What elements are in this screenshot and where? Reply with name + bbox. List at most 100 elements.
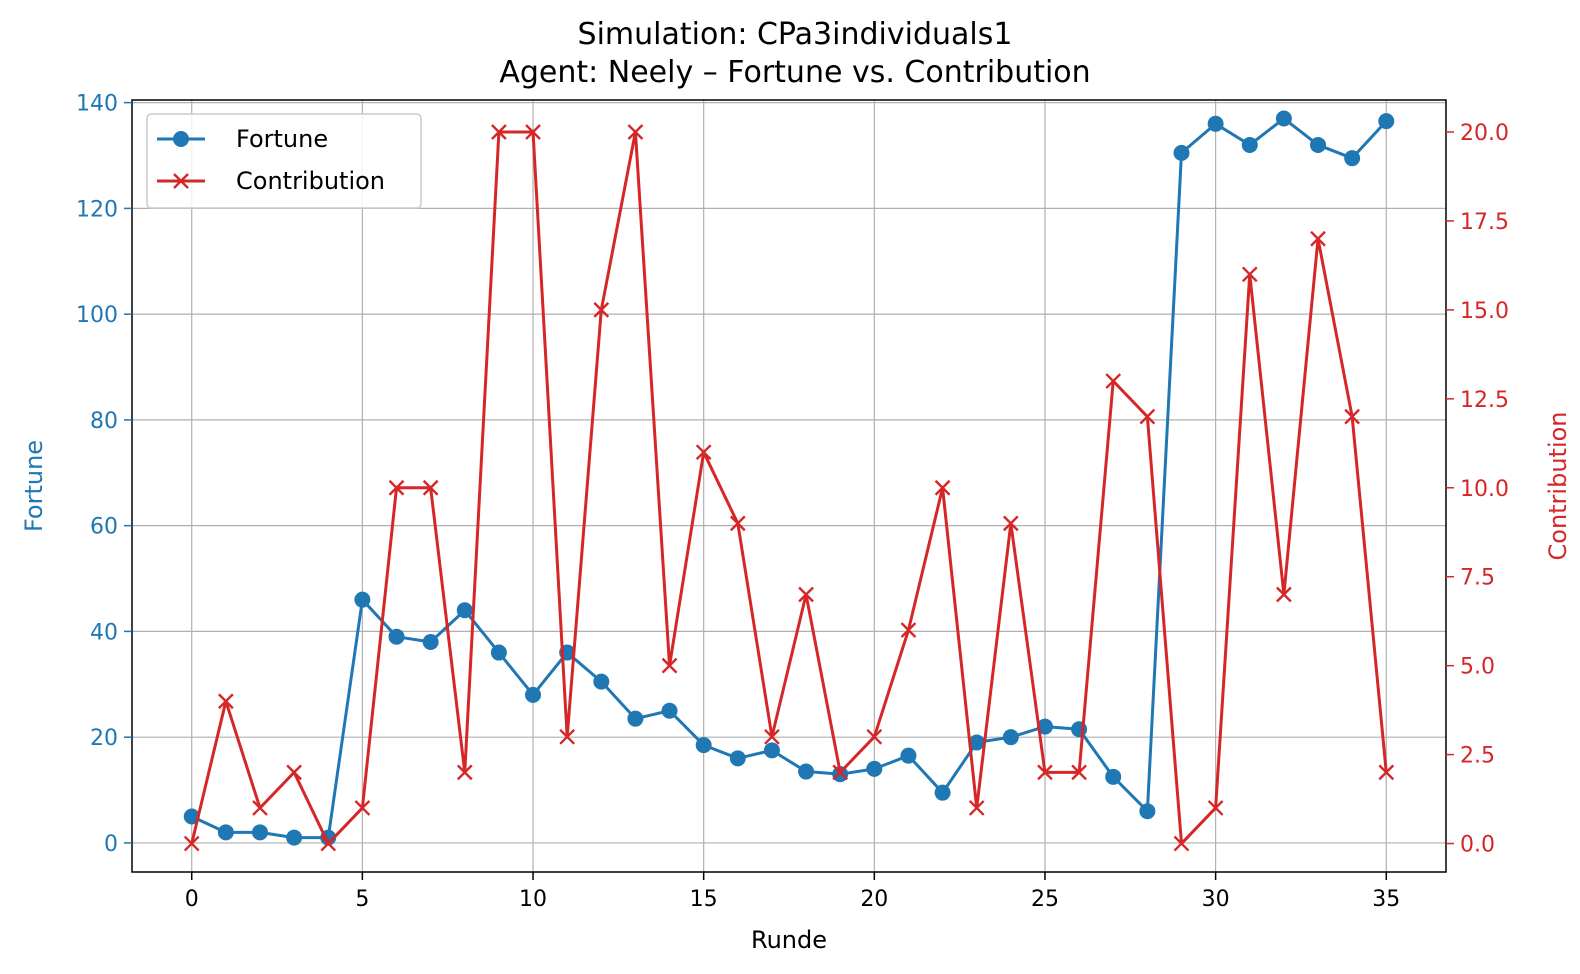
contribution-point bbox=[559, 728, 576, 745]
contribution-point bbox=[729, 515, 746, 532]
fortune-point bbox=[798, 763, 815, 780]
ticks: 0 5 10 15 20 25 30 35 0 20 40 60 80 100 120 140 0.0 2.5 5.… bbox=[76, 92, 1509, 912]
contribution-point bbox=[1139, 408, 1156, 425]
x-tick-label: 20 bbox=[860, 887, 888, 912]
contribution-point bbox=[1241, 266, 1258, 283]
fortune-point bbox=[695, 737, 712, 754]
contribution-point bbox=[1071, 764, 1087, 781]
series-contribution bbox=[183, 124, 1395, 852]
fortune-point bbox=[934, 784, 951, 801]
fortune-point bbox=[1344, 150, 1361, 167]
y-tick-label-right: 5.0 bbox=[1460, 655, 1495, 680]
contribution-point bbox=[320, 835, 337, 852]
contribution-point bbox=[1310, 230, 1326, 247]
y-axis-label-right: Contribution bbox=[1544, 411, 1572, 560]
contribution-point bbox=[968, 800, 985, 816]
contribution-point bbox=[422, 479, 439, 496]
fortune-point bbox=[456, 602, 473, 619]
contribution-point bbox=[491, 124, 507, 140]
fortune-point bbox=[1002, 729, 1019, 746]
contribution-point bbox=[798, 586, 814, 603]
contribution-point bbox=[1378, 764, 1395, 781]
y-tick-label-left: 100 bbox=[76, 303, 118, 328]
chart-title: Simulation: CPa3individuals1 bbox=[578, 17, 1013, 52]
y-tick-label-right: 7.5 bbox=[1460, 566, 1495, 591]
contribution-point bbox=[934, 479, 951, 496]
legend: Fortune Contribution bbox=[146, 113, 422, 209]
contribution-point bbox=[183, 835, 200, 852]
contribution-point bbox=[1173, 835, 1190, 852]
legend-marker-fortune bbox=[173, 131, 189, 147]
fortune-point bbox=[661, 702, 678, 719]
contribution-point bbox=[866, 728, 883, 745]
chart-subtitle: Agent: Neely – Fortune vs. Contribution bbox=[499, 55, 1090, 90]
y-tick-label-left: 80 bbox=[90, 409, 118, 434]
fortune-point bbox=[866, 760, 883, 777]
contribution-point bbox=[218, 693, 234, 710]
y-axis-label-left: Fortune bbox=[20, 440, 48, 532]
contribution-point bbox=[1344, 408, 1360, 425]
y-tick-label-left: 0 bbox=[104, 832, 118, 857]
x-tick-label: 25 bbox=[1031, 887, 1059, 912]
x-tick-label: 35 bbox=[1372, 887, 1400, 912]
contribution-point bbox=[525, 124, 541, 140]
contribution-point bbox=[286, 764, 302, 781]
grid bbox=[132, 100, 1446, 872]
x-tick-label: 30 bbox=[1202, 887, 1230, 912]
fortune-point bbox=[593, 673, 610, 690]
contribution-point bbox=[695, 444, 712, 461]
y-tick-label-left: 140 bbox=[76, 92, 118, 117]
contribution-point bbox=[354, 800, 371, 816]
fortune-point bbox=[763, 742, 780, 759]
x-tick-label: 5 bbox=[355, 887, 369, 912]
legend-label-fortune: Fortune bbox=[236, 125, 328, 153]
fortune-point bbox=[217, 824, 234, 841]
fortune-point bbox=[1173, 144, 1190, 161]
fortune-point bbox=[490, 644, 507, 661]
contribution-point bbox=[456, 764, 473, 781]
fortune-point bbox=[251, 824, 268, 841]
series-fortune bbox=[183, 110, 1395, 846]
y-tick-label-left: 20 bbox=[90, 726, 118, 751]
fortune-point bbox=[627, 710, 644, 727]
plot-frame bbox=[131, 99, 1447, 873]
fortune-point bbox=[422, 633, 439, 650]
y-tick-label-right: 17.5 bbox=[1460, 210, 1509, 235]
x-tick-label: 15 bbox=[690, 887, 718, 912]
fortune-point bbox=[388, 628, 405, 645]
y-tick-label-right: 15.0 bbox=[1460, 299, 1509, 324]
contribution-point bbox=[1037, 764, 1053, 781]
contribution-point bbox=[593, 302, 610, 318]
fortune-point bbox=[900, 747, 917, 764]
legend-label-contribution: Contribution bbox=[236, 167, 385, 195]
fortune-point bbox=[1139, 803, 1156, 820]
x-axis-label: Runde bbox=[751, 926, 827, 954]
y-tick-label-left: 60 bbox=[90, 515, 118, 540]
y-tick-label-right: 20.0 bbox=[1460, 121, 1509, 146]
fortune-point bbox=[286, 829, 303, 846]
y-tick-label-right: 2.5 bbox=[1460, 744, 1495, 769]
contribution-point bbox=[1002, 515, 1019, 532]
x-tick-label: 0 bbox=[185, 887, 199, 912]
y-tick-label-right: 0.0 bbox=[1460, 833, 1495, 858]
fortune-point bbox=[354, 591, 371, 608]
legend-box bbox=[146, 113, 422, 209]
y-tick-label-left: 40 bbox=[90, 620, 118, 645]
fortune-point bbox=[1310, 136, 1327, 153]
contribution-point bbox=[252, 800, 268, 816]
contribution-point bbox=[900, 622, 917, 638]
fortune-point bbox=[1036, 718, 1053, 735]
y-tick-label-right: 12.5 bbox=[1460, 388, 1509, 413]
contribution-point bbox=[388, 479, 405, 496]
y-tick-label-left: 120 bbox=[76, 197, 118, 222]
fortune-point bbox=[1241, 136, 1258, 153]
contribution-point bbox=[661, 657, 678, 674]
contribution-point bbox=[1276, 586, 1292, 603]
contribution-point bbox=[764, 728, 780, 745]
fortune-point bbox=[968, 734, 985, 751]
contribution-point bbox=[832, 764, 849, 781]
fortune-point bbox=[525, 686, 542, 703]
fortune-point bbox=[1207, 115, 1224, 132]
x-tick-label: 10 bbox=[519, 887, 547, 912]
